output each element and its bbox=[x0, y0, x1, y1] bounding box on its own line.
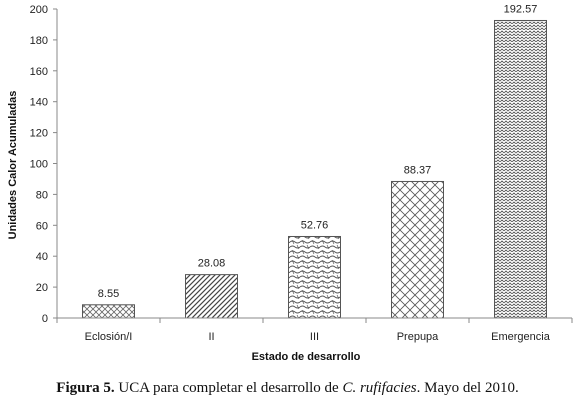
bars bbox=[82, 19, 547, 319]
data-labels: 8.55 28.08 52.76 88.37 192.57 bbox=[98, 3, 538, 299]
x-category-label: II bbox=[208, 331, 214, 343]
x-axis-category-labels: Eclosión/I II III Prepupa Emergencia bbox=[85, 331, 551, 343]
y-tick-label: 160 bbox=[30, 66, 48, 78]
caption-species: C. rufifacies bbox=[342, 380, 417, 396]
x-category-label: Eclosión/I bbox=[85, 331, 133, 343]
x-axis-title: Estado de desarrollo bbox=[252, 351, 361, 363]
y-tick-label: 20 bbox=[36, 282, 48, 294]
y-tick-label: 80 bbox=[36, 189, 48, 201]
x-category-label: Prepupa bbox=[397, 331, 439, 343]
y-tick-label: 0 bbox=[42, 313, 48, 325]
bar bbox=[288, 235, 341, 319]
bar bbox=[82, 304, 135, 319]
bar-data-label: 88.37 bbox=[404, 164, 432, 176]
caption-text-before: UCA para completar el desarrollo de bbox=[114, 380, 343, 396]
x-category-label: Emergencia bbox=[491, 331, 551, 343]
bar-data-label: 28.08 bbox=[198, 258, 226, 270]
y-tick-label: 180 bbox=[30, 35, 48, 47]
y-tick-label: 100 bbox=[30, 159, 48, 171]
bar-data-label: 192.57 bbox=[504, 3, 538, 15]
figure-caption: Figura 5. UCA para completar el desarrol… bbox=[0, 380, 575, 397]
y-tick-label: 140 bbox=[30, 97, 48, 109]
caption-text-after: . Mayo del 2010. bbox=[416, 380, 519, 396]
y-tick-label: 120 bbox=[30, 128, 48, 140]
bar bbox=[185, 274, 238, 319]
y-axis-title: Unidades Calor Acumuladas bbox=[7, 91, 19, 240]
x-category-label: III bbox=[310, 331, 319, 343]
bar-data-label: 8.55 bbox=[98, 288, 119, 300]
y-axis-ticks: 0 20 40 60 80 100 120 140 160 180 200 bbox=[30, 4, 573, 325]
figure-number: Figura 5. bbox=[56, 380, 115, 396]
y-tick-label: 60 bbox=[36, 220, 48, 232]
bar bbox=[391, 180, 444, 319]
y-tick-label: 200 bbox=[30, 4, 48, 16]
bar-data-label: 52.76 bbox=[301, 219, 329, 231]
bar bbox=[494, 19, 547, 319]
y-tick-label: 40 bbox=[36, 251, 48, 263]
